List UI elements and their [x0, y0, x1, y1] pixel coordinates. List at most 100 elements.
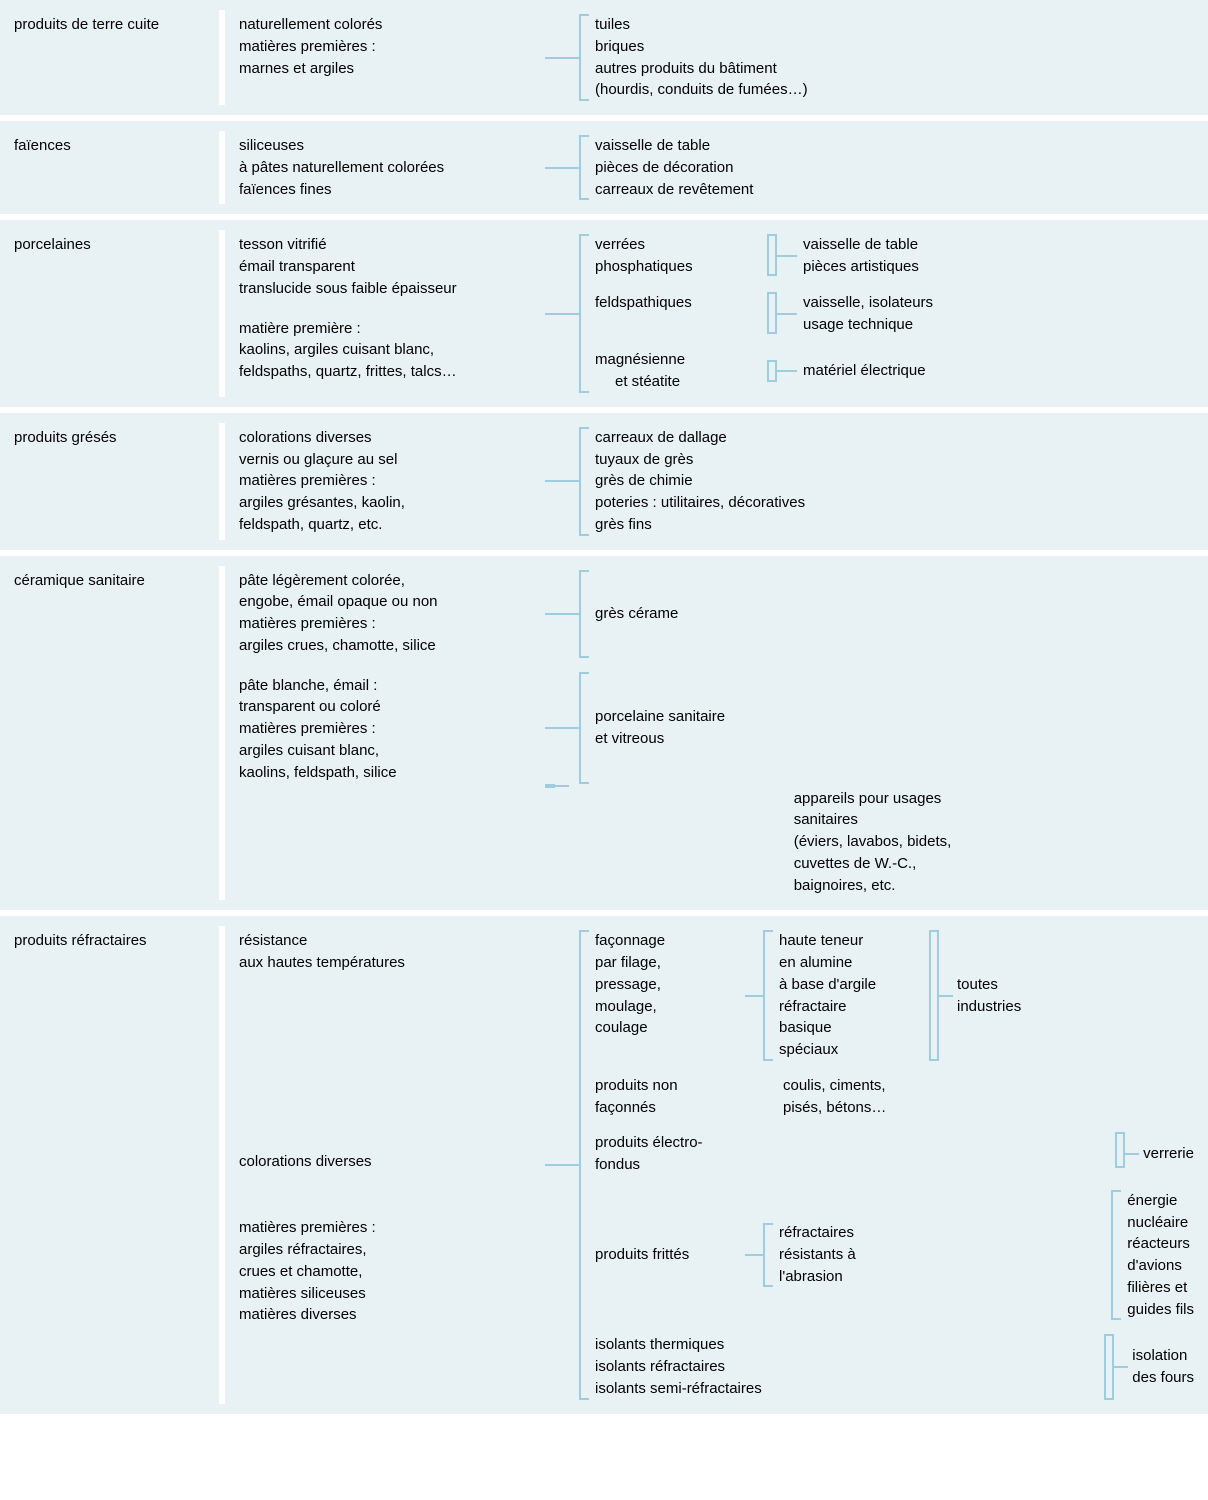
subtype-line: pressage,: [595, 974, 745, 996]
subtype-line: isolants semi-réfractaires: [595, 1378, 875, 1400]
output-line: tuyaux de grès: [595, 449, 1194, 471]
output-line: autres produits du bâtiment: [595, 58, 1194, 80]
desc-line: feldspaths, quartz, frittes, talcs…: [239, 361, 535, 383]
desc-line: matières premières :: [239, 1217, 535, 1239]
output-line: cuvettes de W.-C.,: [794, 853, 952, 875]
row-title: céramique sanitaire: [14, 572, 145, 589]
desc-line: transparent ou coloré: [239, 696, 535, 718]
subtype-line: feldspathiques: [595, 292, 755, 314]
desc-line: marnes et argiles: [239, 58, 535, 80]
output-line: toutes: [957, 974, 1021, 996]
bracket-group: porcelaine sanitaire et vitreous: [545, 672, 795, 784]
row-title: porcelaines: [14, 236, 91, 253]
row-refractaires: produits réfractaires résistance aux hau…: [0, 916, 1208, 1419]
desc-line: translucide sous faible épaisseur: [239, 278, 535, 300]
subtype-line: produits non: [595, 1075, 763, 1097]
output-line: d'avions: [1127, 1255, 1194, 1277]
desc-line: argiles crues, chamotte, silice: [239, 635, 535, 657]
desc-line: colorations diverses: [239, 427, 535, 449]
desc-line: pâte légèrement colorée,: [239, 570, 535, 592]
output-line: industries: [957, 996, 1021, 1018]
subtype-line: par filage,: [595, 952, 745, 974]
desc-line: matières premières :: [239, 36, 535, 58]
desc-line: siliceuses: [239, 135, 535, 157]
subtype-line: moulage,: [595, 996, 745, 1018]
row-title: produits de terre cuite: [14, 16, 159, 33]
output-line: carreaux de revêtement: [595, 179, 1194, 201]
desc-line: naturellement colorés: [239, 14, 535, 36]
desc-line: matières siliceuses: [239, 1283, 535, 1305]
bracket-group: grès cérame: [545, 570, 795, 658]
output-line: guides fils: [1127, 1299, 1194, 1321]
desc-line: kaolins, feldspath, silice: [239, 762, 535, 784]
subtype-line: isolants réfractaires: [595, 1356, 875, 1378]
detail-line: haute teneur: [779, 930, 929, 952]
subtype-line: phosphatiques: [595, 256, 755, 278]
row-porcelaines: porcelaines tesson vitrifié émail transp…: [0, 220, 1208, 413]
detail-line: résistants à: [779, 1244, 856, 1266]
output-line: sanitaires: [794, 809, 952, 831]
bracket-group: énergie nucléaire réacteurs d'avions fil…: [1111, 1190, 1194, 1321]
detail-line: réfractaires: [779, 1222, 856, 1244]
desc-line: colorations diverses: [239, 1151, 535, 1173]
row-title: produits grésés: [14, 429, 117, 446]
desc-line: matières diverses: [239, 1304, 535, 1326]
desc-line: pâte blanche, émail :: [239, 675, 535, 697]
desc-line: argiles cuisant blanc,: [239, 740, 535, 762]
bracket-group: verrées phosphatiques vaisselle de table…: [545, 234, 1194, 393]
desc-line: à pâtes naturellement colorées: [239, 157, 535, 179]
row-title: produits réfractaires: [14, 932, 147, 949]
output-line: pisés, bétons…: [783, 1097, 886, 1119]
output-line: vaisselle de table: [803, 234, 919, 256]
bracket-group: carreaux de dallage tuyaux de grès grès …: [545, 427, 1194, 536]
output-line: vaisselle de table: [595, 135, 1194, 157]
bracket-group: réfractaires résistants à l'abrasion: [745, 1190, 856, 1321]
desc-line: crues et chamotte,: [239, 1261, 535, 1283]
desc-line: résistance: [239, 930, 535, 952]
output-line: matériel électrique: [803, 360, 926, 382]
subtype-line: magnésienne: [595, 349, 755, 371]
desc-line: matières premières :: [239, 613, 535, 635]
subtype-line: produits frittés: [595, 1244, 745, 1266]
row-terre-cuite: produits de terre cuite naturellement co…: [0, 0, 1208, 121]
output-line: isolation: [1132, 1345, 1194, 1367]
output-line: vaisselle, isolateurs: [803, 292, 933, 314]
desc-line: argiles grésantes, kaolin,: [239, 492, 535, 514]
detail-line: l'abrasion: [779, 1266, 856, 1288]
output-line: nucléaire: [1127, 1212, 1194, 1234]
output-line: (éviers, lavabos, bidets,: [794, 831, 952, 853]
subtype-line: produits électro-: [595, 1132, 763, 1154]
output-line: réacteurs: [1127, 1233, 1194, 1255]
desc-line: matières premières :: [239, 470, 535, 492]
desc-line: tesson vitrifié: [239, 234, 535, 256]
subtype-line: et vitreous: [595, 728, 795, 750]
desc-line: vernis ou glaçure au sel: [239, 449, 535, 471]
output-line: briques: [595, 36, 1194, 58]
output-line: poteries : utilitaires, décoratives: [595, 492, 1194, 514]
bracket-group: haute teneur en alumine à base d'argile …: [745, 930, 1194, 1061]
output-line: grès de chimie: [595, 470, 1194, 492]
ceramics-classification-table: produits de terre cuite naturellement co…: [0, 0, 1208, 1420]
desc-line: matière première :: [239, 318, 535, 340]
bracket-group: [929, 930, 953, 1061]
output-line: baignoires, etc.: [794, 875, 952, 897]
output-line: (hourdis, conduits de fumées…): [595, 79, 1194, 101]
subtype-line: porcelaine sanitaire: [595, 706, 795, 728]
bracket-group: vaisselle de table pièces de décoration …: [545, 135, 1194, 200]
output-line: énergie: [1127, 1190, 1194, 1212]
detail-line: en alumine: [779, 952, 929, 974]
desc-line: kaolins, argiles cuisant blanc,: [239, 339, 535, 361]
output-line: coulis, ciments,: [783, 1075, 886, 1097]
output-line: carreaux de dallage: [595, 427, 1194, 449]
desc-line: engobe, émail opaque ou non: [239, 591, 535, 613]
desc-line: matières premières :: [239, 718, 535, 740]
row-faiences: faïences siliceuses à pâtes naturellemen…: [0, 121, 1208, 220]
detail-line: basique: [779, 1017, 929, 1039]
subtype-line: coulage: [595, 1017, 745, 1039]
detail-line: spéciaux: [779, 1039, 929, 1061]
desc-line: argiles réfractaires,: [239, 1239, 535, 1261]
row-sanitaire: céramique sanitaire pâte légèrement colo…: [0, 556, 1208, 917]
desc-line: émail transparent: [239, 256, 535, 278]
desc-line: feldspath, quartz, etc.: [239, 514, 535, 536]
bracket-group: [1115, 1132, 1139, 1176]
